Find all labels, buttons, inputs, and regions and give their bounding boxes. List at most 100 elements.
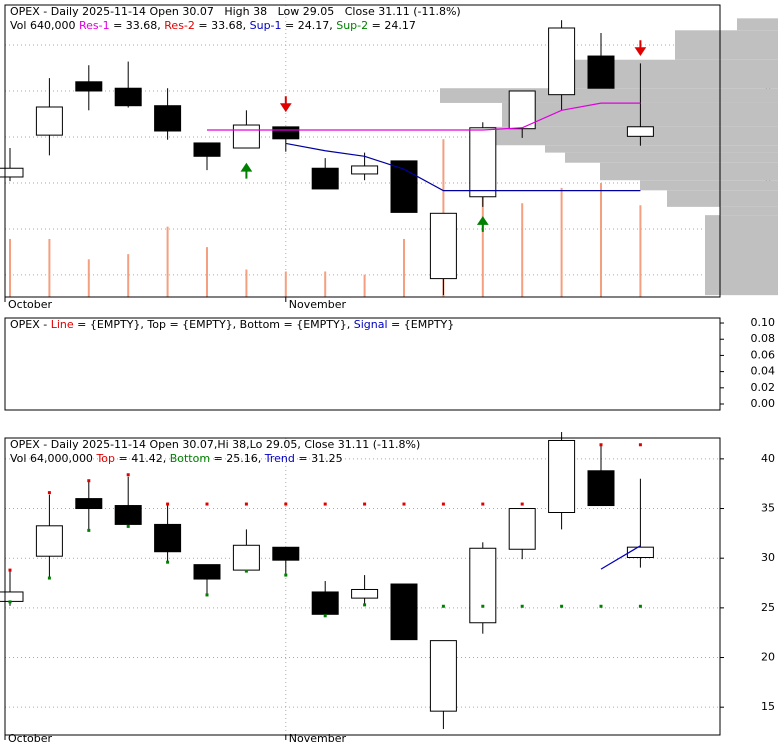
indicator-dot: [8, 600, 12, 604]
indicator-dot: [47, 491, 51, 495]
indicator-dot: [166, 560, 170, 564]
header-part: = 25.16,: [210, 452, 265, 465]
panel-header: OPEX - Daily 2025-11-14 Open 30.07 High …: [10, 5, 461, 18]
candle-body: [75, 498, 103, 510]
indicator-dot: [560, 604, 564, 608]
candle-body: [272, 546, 300, 561]
candle-body: [508, 90, 536, 130]
y-tick-label: 0.08: [751, 332, 776, 345]
header-part: Res-2: [164, 19, 195, 32]
header-part: Trend: [264, 452, 295, 465]
candle-body: [154, 105, 182, 132]
panel-border: [4, 4, 721, 298]
indicator-dot: [363, 502, 367, 506]
header-part: Res-1: [79, 19, 110, 32]
candle-body: [469, 127, 497, 198]
candle-body: [193, 142, 221, 157]
header-part: = {EMPTY}: [388, 318, 455, 331]
y-tick-label: 0.00: [751, 397, 776, 410]
candle-body: [35, 106, 63, 136]
volume-profile-bar: [640, 180, 778, 191]
x-tick-label: November: [289, 732, 347, 745]
header-part: OPEX -: [10, 318, 51, 331]
volume-profile-bar: [720, 206, 778, 216]
x-tick-label: November: [289, 298, 347, 311]
header-part: = 31.25: [295, 452, 343, 465]
candle-body: [0, 167, 24, 178]
y-tick-label: 0.04: [751, 365, 776, 378]
volume-profile-bar: [600, 162, 778, 181]
candle-body: [587, 470, 615, 507]
indicator-dot: [47, 576, 51, 580]
volume-profile-bar: [545, 145, 778, 153]
indicator-dot: [323, 614, 327, 618]
header-part: Vol 64,000,000: [10, 452, 96, 465]
indicator-dot: [363, 603, 367, 607]
volume-profile-bar: [737, 18, 778, 31]
header-part: = 33.68,: [195, 19, 250, 32]
candle-body: [75, 81, 103, 92]
indicator-dot: [481, 502, 485, 506]
indicator-dot: [244, 569, 248, 573]
header-part: = 24.17: [368, 19, 416, 32]
header-part: Sup-2: [336, 19, 368, 32]
indicator-dot: [402, 502, 406, 506]
x-tick-label: October: [8, 298, 52, 311]
y-tick-label: 0.10: [751, 316, 776, 329]
indicator-dot: [599, 604, 603, 608]
candle-body: [548, 439, 576, 513]
panel-header: Vol 640,000 Res-1 = 33.68, Res-2 = 33.68…: [10, 19, 416, 32]
panel-border: [4, 317, 721, 411]
indicator-dot: [284, 573, 288, 577]
candle-body: [272, 126, 300, 140]
panel-header: Vol 64,000,000 Top = 41.42, Bottom = 25.…: [10, 452, 343, 465]
candle-body: [232, 124, 260, 149]
y-tick-label: 0.02: [751, 381, 776, 394]
y-tick-label: 0.06: [751, 348, 776, 361]
y-tick-label: 15: [761, 700, 775, 713]
header-part: = 24.17,: [282, 19, 337, 32]
indicator-dot: [284, 502, 288, 506]
volume-profile-bar: [440, 88, 778, 103]
candle-body: [626, 546, 654, 558]
indicator-dot: [87, 479, 91, 483]
candle-body: [429, 212, 457, 280]
indicator-dot: [638, 604, 642, 608]
header-part: OPEX - Daily 2025-11-14 Open 30.07 High …: [10, 5, 461, 18]
candle-body: [390, 583, 418, 641]
y-tick-label: 20: [761, 651, 775, 664]
volume-profile-bar: [675, 30, 778, 60]
indicator-dot: [520, 502, 524, 506]
indicator-dot: [481, 604, 485, 608]
sell-arrow: [634, 40, 647, 57]
indicator-dot: [244, 502, 248, 506]
y-tick-label: 40: [761, 452, 775, 465]
panel-header: OPEX - Daily 2025-11-14 Open 30.07,Hi 38…: [10, 438, 420, 451]
candle-body: [193, 564, 221, 580]
header-part: Vol 640,000: [10, 19, 79, 32]
candle-body: [469, 547, 497, 624]
candle-body: [154, 523, 182, 553]
indicator-dot: [126, 524, 130, 528]
volume-profile-bar: [705, 215, 778, 296]
candle-body: [311, 167, 339, 190]
candle-body: [351, 588, 379, 599]
indicator-dot: [638, 443, 642, 447]
indicator-dot: [441, 502, 445, 506]
candle-body: [429, 640, 457, 712]
sell-arrow: [279, 96, 292, 113]
panel-header: OPEX - Line = {EMPTY}, Top = {EMPTY}, Bo…: [10, 318, 454, 331]
header-part: Signal: [354, 318, 388, 331]
header-part: = 41.42,: [115, 452, 170, 465]
indicator-line: [285, 142, 641, 192]
header-part: Line: [51, 318, 74, 331]
panel-border: [4, 437, 721, 736]
buy-arrow: [476, 216, 489, 232]
indicator-dot: [166, 502, 170, 506]
candle-body: [548, 27, 576, 96]
candle-body: [311, 591, 339, 615]
candle-body: [114, 505, 142, 525]
x-tick-label: October: [8, 732, 52, 745]
y-tick-label: 30: [761, 551, 775, 564]
candle-body: [114, 87, 142, 107]
